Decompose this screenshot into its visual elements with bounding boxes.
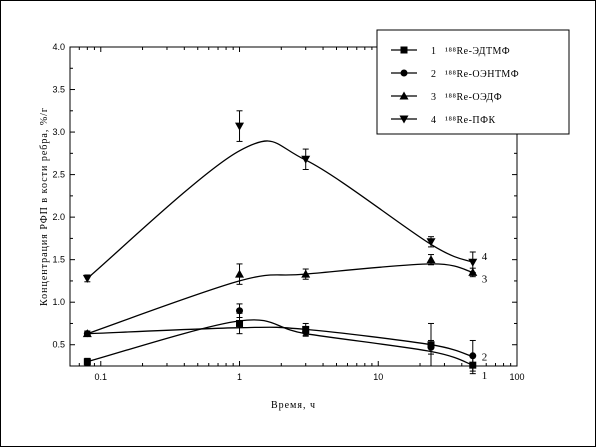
triangle-up-marker [235, 269, 245, 278]
triangle-down-marker [235, 122, 245, 131]
y-tick-label: 2.5 [52, 170, 65, 180]
square-marker [400, 46, 408, 54]
legend-item-2: 2 ¹⁸⁸Re-ОЭНТМФ [391, 69, 519, 80]
triangle-up-marker [399, 91, 409, 100]
y-tick-label: 1.5 [52, 255, 65, 265]
x-tick-label: 10 [373, 372, 383, 382]
legend-item-3: 3 ¹⁸⁸Re-ОЭДФ [391, 91, 502, 103]
square-marker [83, 358, 91, 366]
error-bars [84, 110, 476, 375]
plot-area-border [69, 46, 518, 367]
triangle-down-marker [426, 238, 436, 247]
series-3-curve [87, 263, 473, 335]
triangle-down-marker [468, 258, 478, 267]
legend-label: ¹⁸⁸Re-ОЭДФ [445, 92, 502, 103]
series-2-end-label: 2 [482, 352, 488, 364]
plot-axes: 0.1 1 10 100 0.5 1.0 1.5 2.0 2.5 3.0 3.5 4.0 [52, 42, 524, 382]
triangle-up-marker [301, 269, 311, 278]
triangle-up-marker [426, 255, 436, 264]
legend-number: 1 [431, 46, 436, 57]
series-1-curve [87, 319, 474, 366]
circle-marker [400, 69, 408, 77]
legend-label: ¹⁸⁸Re-ОЭНТМФ [445, 69, 519, 80]
series-curves [86, 140, 474, 366]
x-tick-label: 0.1 [95, 372, 108, 382]
triangle-up-marker [468, 267, 478, 276]
series-3-end-label: 3 [482, 273, 488, 285]
circle-marker [427, 343, 435, 351]
triangle-up-marker [82, 329, 92, 338]
y-tick-label: 3.0 [52, 127, 65, 137]
triangle-down-marker [399, 115, 409, 124]
series-4-curve [86, 140, 474, 279]
triangle-down-marker [301, 155, 311, 164]
series-2-curve [87, 326, 473, 358]
circle-marker [236, 307, 244, 315]
series-markers [82, 122, 478, 369]
legend-number: 2 [431, 69, 436, 80]
legend-item-1: 1 ¹⁸⁸Re-ЭДТМФ [391, 46, 510, 57]
x-tick-label: 100 [509, 372, 524, 382]
series-4-end-label: 4 [482, 251, 488, 263]
square-marker [469, 361, 477, 369]
circle-marker [469, 352, 477, 360]
series-1-end-label: 1 [482, 370, 488, 382]
y-tick-label: 2.0 [52, 212, 65, 222]
y-tick-label: 3.5 [52, 85, 65, 95]
triangle-down-marker [82, 274, 92, 283]
x-tick-label: 1 [237, 372, 242, 382]
y-tick-label: 0.5 [52, 340, 65, 350]
y-tick-label: 4.0 [52, 42, 65, 52]
y-tick-label: 1.0 [52, 297, 65, 307]
legend-number: 3 [431, 92, 436, 103]
legend-item-4: 4 ¹⁸⁸Re-ПФК [391, 115, 496, 126]
legend-number: 4 [431, 115, 436, 126]
circle-marker [302, 328, 310, 336]
y-axis-label: Концентрация РФП в кости ребра, %/г [39, 107, 50, 306]
series-end-labels: 1 2 3 4 [482, 251, 488, 382]
legend-label: ¹⁸⁸Re-ЭДТМФ [445, 46, 510, 57]
square-marker [236, 319, 244, 327]
x-axis-label: Время, ч [271, 400, 316, 411]
legend: 1 ¹⁸⁸Re-ЭДТМФ 2 ¹⁸⁸Re-ОЭНТМФ 3 ¹⁸⁸Re-ОЭДФ 4 ¹⁸⁸… [376, 29, 570, 135]
legend-box [376, 29, 570, 135]
legend-label: ¹⁸⁸Re-ПФК [445, 115, 496, 126]
